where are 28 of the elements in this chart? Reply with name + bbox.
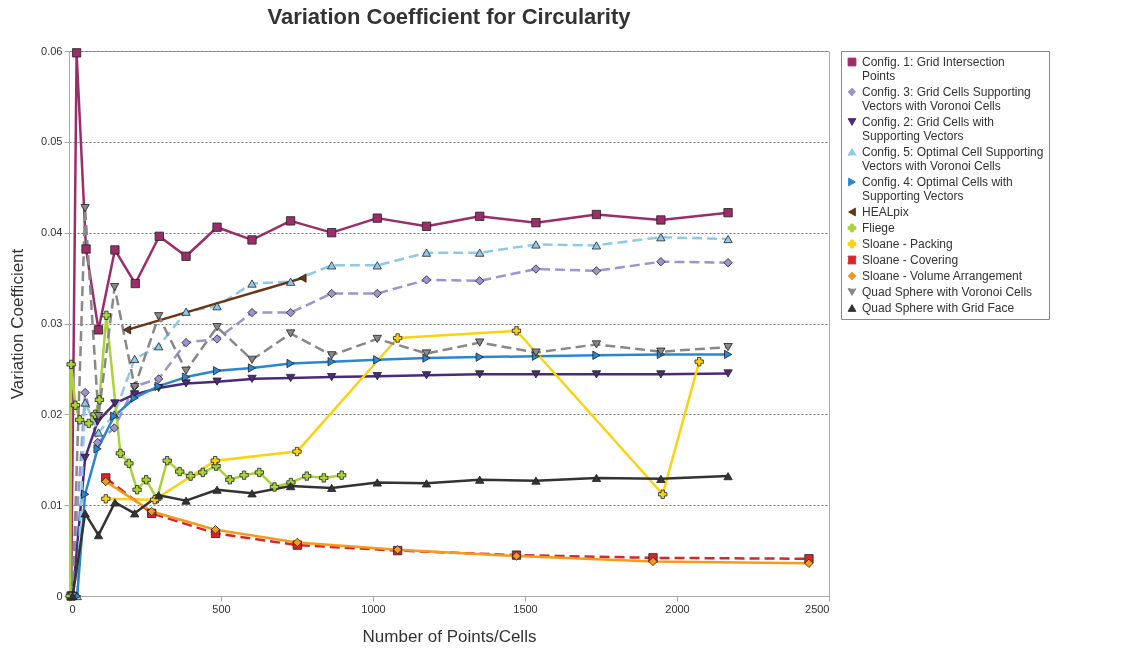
legend-label: Config. 1: Grid Intersection Points	[862, 55, 1005, 83]
y-tick-label: 0.06	[41, 44, 63, 57]
legend-label: Fliege	[862, 221, 896, 235]
legend-label: HEALpix	[862, 205, 909, 219]
x-axis-title: Number of Points/Cells	[362, 626, 537, 646]
x-tick-label: 2000	[665, 602, 690, 615]
y-tick-label: 0	[56, 589, 63, 602]
x-tick-label: 0	[69, 602, 76, 615]
y-tick-label: 0.04	[41, 226, 63, 239]
legend-label: Quad Sphere with Grid Face	[862, 301, 1015, 315]
x-tick-label: 1500	[513, 602, 538, 615]
x-tick-label: 2500	[805, 602, 830, 615]
y-tick-label: 0.05	[41, 135, 63, 148]
y-tick-label: 0.02	[41, 407, 63, 420]
chart-title: Variation Coefficient for Circularity	[267, 4, 632, 29]
legend-label: Sloane - Covering	[862, 253, 959, 267]
legend-label: Config. 2: Grid Cells with Supporting Vectors	[862, 115, 995, 143]
y-axis-title: Variation Coefficient	[8, 248, 28, 400]
x-tick-label: 1000	[361, 602, 386, 615]
legend-label: Config. 3: Grid Cells Supporting Vectors with Voronoi Cells	[862, 85, 1031, 113]
x-tick-label: 500	[212, 602, 231, 615]
y-tick-label: 0.01	[41, 498, 63, 511]
legend-label: Quad Sphere with Voronoi Cells	[862, 285, 1033, 299]
legend-label: Config. 5: Optimal Cell Supporting Vectors with Voronoi Cells	[862, 145, 1044, 173]
legend-label: Sloane - Packing	[862, 237, 953, 251]
legend-label: Sloane - Volume Arrangement	[862, 269, 1023, 283]
legend-label: Config. 4: Optimal Cells with Supporting Vectors	[862, 175, 1013, 203]
y-tick-label: 0.03	[41, 317, 63, 329]
